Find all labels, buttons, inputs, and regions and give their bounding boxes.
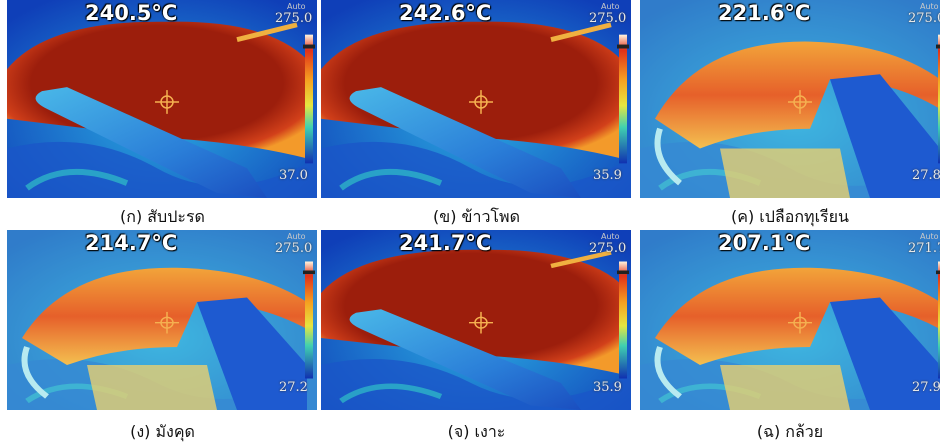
caption: (ข) ข้าวโพด [321, 205, 632, 230]
caption: (ก) สับปะรด [7, 205, 318, 230]
thermal-scene [7, 230, 317, 410]
mode-label: Auto [920, 2, 939, 11]
caption: (ฉ) กล้วย [640, 420, 940, 445]
scale-min: 35.9 [593, 168, 622, 183]
thermal-scene [321, 0, 631, 198]
caption: (ง) มังคุด [7, 420, 318, 445]
scale-min: 37.0 [279, 168, 308, 183]
scale-min: 35.9 [593, 380, 622, 395]
mode-label: Auto [920, 232, 939, 241]
caption: (ค) เปลือกทุเรียน [640, 205, 940, 230]
mode-label: Auto [601, 2, 620, 11]
thermal-scene [7, 0, 317, 198]
thermal-scene [640, 0, 940, 198]
page: 240.5°CAuto275.037.0(ก) สับปะรด242.6°CAu… [0, 0, 940, 440]
mode-label: Auto [287, 232, 306, 241]
scale-max: 275.0 [275, 11, 312, 26]
scale-min: 27.8 [912, 168, 940, 183]
temperature-reading: 241.7°C [399, 231, 491, 255]
temperature-reading: 214.7°C [85, 231, 177, 255]
thermal-scene [321, 230, 631, 410]
temperature-reading: 221.6°C [718, 1, 810, 25]
scale-min: 27.2 [279, 380, 308, 395]
mode-label: Auto [601, 232, 620, 241]
temperature-reading: 240.5°C [85, 1, 177, 25]
scale-max: 275.0 [275, 241, 312, 256]
mode-label: Auto [287, 2, 306, 11]
caption: (จ) เงาะ [321, 420, 632, 445]
temperature-reading: 242.6°C [399, 1, 491, 25]
scale-max: 275.0 [589, 241, 626, 256]
scale-min: 27.9 [912, 380, 940, 395]
scale-max: 271.7 [908, 241, 940, 256]
thermal-scene [640, 230, 940, 410]
scale-max: 275.0 [589, 11, 626, 26]
scale-max: 275.0 [908, 11, 940, 26]
temperature-reading: 207.1°C [718, 231, 810, 255]
